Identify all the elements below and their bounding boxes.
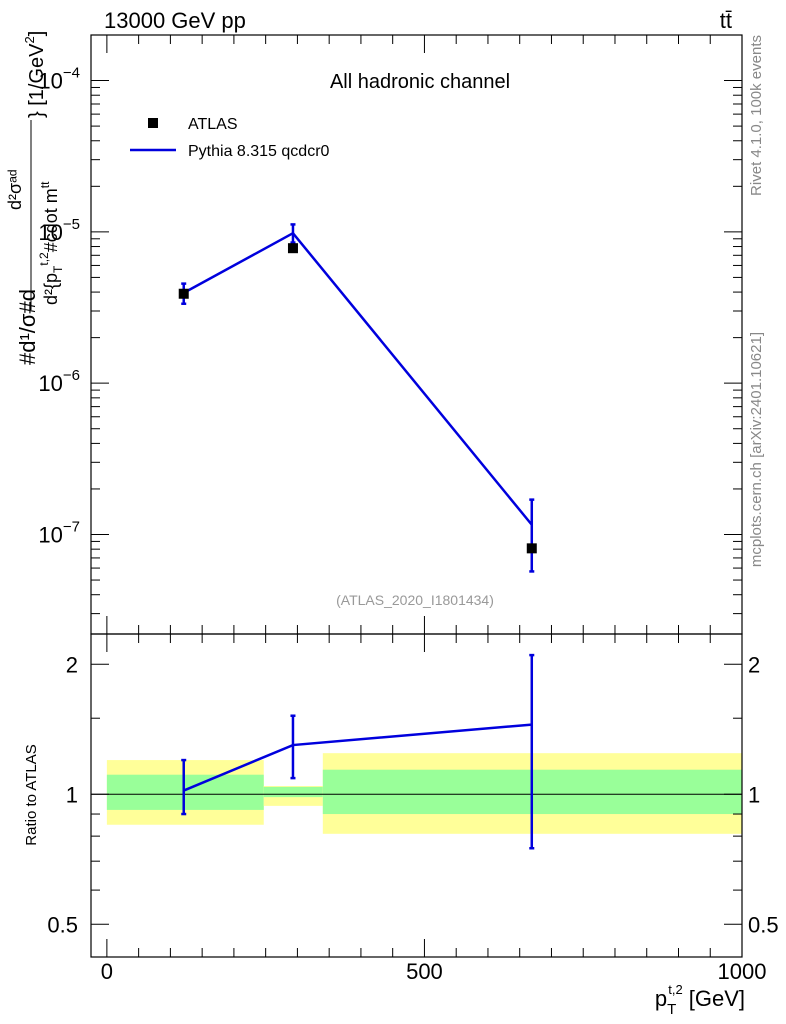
svg-text:d²σᵃᵈ: d²σᵃᵈ — [5, 169, 25, 210]
ratio-panel: 0.5 0.5 1 1 2 2 0 500 1000 Ratio to ATLAS pTt,2 [… — [23, 633, 779, 1018]
ylabel-part-4: T — [51, 265, 65, 273]
rivet-label: Rivet 4.1.0, 100k events — [748, 35, 765, 196]
ylabel-part-1: #d¹/σ#d — [15, 289, 40, 365]
analysis-watermark: (ATLAS_2020_I1801434) — [336, 592, 494, 608]
main-ytick-exponent: −6 — [63, 367, 80, 384]
ratio-xtick-label: 1000 — [718, 959, 767, 984]
ylabel-part-3: d²{p — [41, 273, 61, 305]
xlabel-p: p — [655, 986, 667, 1011]
main-panel: 10−710−610−510−4 All hadronic channel (A… — [5, 31, 743, 635]
main-ytick-label: 10−4 — [38, 65, 80, 94]
energy-label: 13000 GeV pp — [104, 8, 246, 33]
ylabel-part-2: d²σᵃᵈ — [5, 169, 25, 210]
ratio-xlabel: pTt,2 [GeV] — [655, 982, 745, 1018]
atlas-data-point — [178, 288, 189, 299]
ylabel-part-10: ] — [26, 31, 48, 37]
main-ytick-mantissa: 10 — [38, 220, 62, 245]
ratio-ytick-label-right: 0.5 — [748, 912, 779, 937]
ylabel-part-9: 2 — [22, 36, 37, 43]
main-ytick-mantissa: 10 — [38, 371, 62, 396]
atlas-data-point — [287, 243, 298, 254]
main-ytick-label: 10−5 — [38, 216, 80, 245]
legend: ATLAS Pythia 8.315 qcdcr0 — [130, 116, 330, 160]
main-ytick-exponent: −4 — [63, 65, 80, 82]
main-ytick-exponent: −7 — [63, 518, 80, 535]
svg-text:d²{pTt,2#cdot mtt: d²{pTt,2#cdot mtt — [37, 181, 65, 305]
ylabel-part-7: tt — [38, 181, 52, 188]
main-title: All hadronic channel — [330, 71, 510, 93]
main-ytick-mantissa: 10 — [38, 522, 62, 547]
ratio-band-inner — [106, 774, 264, 810]
legend-atlas-label: ATLAS — [188, 116, 238, 133]
ratio-ytick-label-left: 2 — [66, 652, 78, 677]
ylabel-part-5: t,2 — [37, 252, 51, 266]
legend-atlas-marker — [148, 118, 158, 128]
ratio-ytick-label-right: 2 — [748, 652, 760, 677]
main-ytick-exponent: −5 — [63, 216, 80, 233]
ratio-xtick-label: 500 — [406, 959, 443, 984]
xlabel-unit: [GeV] — [689, 986, 745, 1011]
ylabel-part-8: } [1/GeV — [26, 43, 48, 118]
ratio-ylabel: Ratio to ATLAS — [23, 744, 40, 845]
mcplots-label: mcplots.cern.ch [arXiv:2401.10621] — [748, 332, 765, 567]
main-ytick-mantissa: 10 — [38, 69, 62, 94]
process-label: tt̄ — [720, 8, 732, 33]
ratio-frame — [90, 633, 743, 958]
xlabel-sup: t,2 — [668, 982, 682, 997]
main-ylabel: #d¹/σ#d d²σᵃᵈ d²{pTt,2#cdot mtt } [1/GeV… — [5, 31, 65, 365]
ratio-ytick-label-left: 0.5 — [47, 912, 78, 937]
xlabel-sub: T — [667, 1001, 676, 1018]
atlas-data-point — [526, 543, 537, 554]
main-ytick-label: 10−7 — [38, 518, 80, 547]
svg-text:#d¹/σ#d: #d¹/σ#d — [15, 289, 40, 365]
ratio-band-inner — [263, 786, 323, 798]
main-ytick-label: 10−6 — [38, 367, 80, 396]
ratio-ytick-label-left: 1 — [66, 782, 78, 807]
ratio-xtick-label: 0 — [101, 959, 113, 984]
legend-pythia-label: Pythia 8.315 qcdcr0 — [188, 143, 330, 160]
pythia-line — [183, 231, 533, 526]
ylabel-part-6: #cdot m — [41, 188, 61, 252]
ratio-ytick-label-right: 1 — [748, 782, 760, 807]
svg-text:} [1/GeV2]: } [1/GeV2] — [22, 31, 48, 118]
